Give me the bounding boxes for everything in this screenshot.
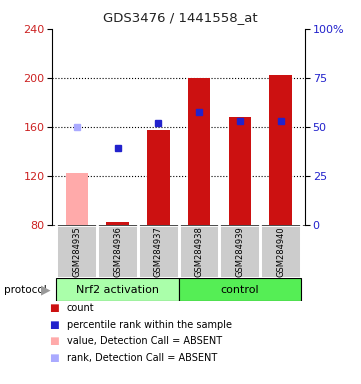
Bar	[147, 131, 170, 225]
Bar	[219, 225, 260, 278]
Text: control: control	[221, 285, 259, 295]
Bar	[188, 78, 210, 225]
Text: percentile rank within the sample: percentile rank within the sample	[67, 320, 232, 330]
Text: protocol: protocol	[4, 285, 46, 295]
Text: GSM284936: GSM284936	[113, 226, 122, 277]
Text: count: count	[67, 303, 95, 313]
Bar	[66, 173, 88, 225]
Bar	[56, 225, 97, 278]
Bar	[56, 278, 179, 301]
Text: GSM284940: GSM284940	[276, 226, 285, 277]
Bar	[106, 222, 129, 225]
Bar	[97, 225, 138, 278]
Bar	[138, 225, 179, 278]
Bar	[179, 225, 219, 278]
Bar	[269, 75, 292, 225]
Text: GDS3476 / 1441558_at: GDS3476 / 1441558_at	[103, 11, 258, 24]
Text: ■: ■	[49, 320, 59, 330]
Text: GSM284937: GSM284937	[154, 226, 163, 277]
Text: Nrf2 activation: Nrf2 activation	[76, 285, 159, 295]
Text: GSM284939: GSM284939	[235, 226, 244, 277]
Text: ■: ■	[49, 353, 59, 363]
Bar	[229, 117, 251, 225]
Text: ■: ■	[49, 303, 59, 313]
Text: ▶: ▶	[41, 283, 50, 296]
Bar	[260, 225, 301, 278]
Text: rank, Detection Call = ABSENT: rank, Detection Call = ABSENT	[67, 353, 217, 363]
Bar	[179, 278, 301, 301]
Text: GSM284935: GSM284935	[72, 226, 81, 277]
Text: value, Detection Call = ABSENT: value, Detection Call = ABSENT	[67, 336, 222, 346]
Text: GSM284938: GSM284938	[195, 226, 204, 277]
Text: ■: ■	[49, 336, 59, 346]
